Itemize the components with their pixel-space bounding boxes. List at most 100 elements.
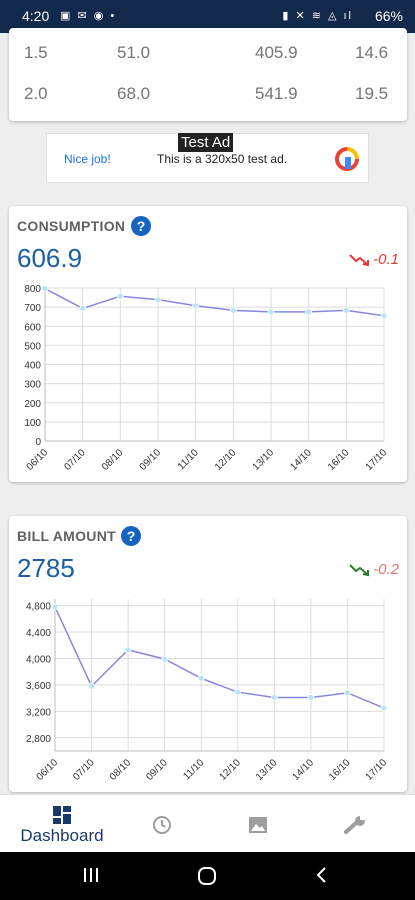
bill-title: BILL AMOUNT — [17, 528, 116, 544]
dashboard-icon — [53, 806, 71, 824]
data-point — [305, 308, 313, 316]
table-row: 1.5 51.0 405.9 14.6 — [9, 43, 407, 67]
ad-logo-icon — [335, 147, 359, 171]
table-cell: 14.6 — [355, 43, 389, 62]
x-tick-label: 06/10 — [35, 757, 61, 783]
data-point — [161, 655, 169, 663]
x-tick-label: 14/10 — [288, 447, 314, 473]
y-tick-label: 4,800 — [26, 602, 51, 613]
bottom-nav: Dashboard — [0, 794, 415, 852]
battery-level: 66% — [374, 8, 403, 24]
y-tick-label: 4,400 — [26, 628, 51, 639]
image-icon — [249, 817, 267, 833]
table-cell: 541.9 — [255, 84, 298, 103]
ad-badge: Test Ad — [178, 133, 234, 152]
data-point — [88, 682, 95, 690]
bill-card: BILL AMOUNT ? 2785 -0.2 2,800 3,200 3,600 4… — [9, 516, 407, 792]
x-tick-label: 16/10 — [327, 757, 353, 783]
data-point — [51, 603, 59, 611]
table-cell: 405.9 — [255, 43, 298, 62]
nav-gallery[interactable] — [236, 795, 280, 853]
bill-value: 2785 — [17, 553, 75, 583]
consumption-trend-value: -0.1 — [373, 251, 399, 268]
trend-down-icon — [349, 254, 370, 267]
y-tick-label: 500 — [24, 341, 41, 352]
consumption-title: CONSUMPTION — [17, 218, 126, 234]
readings-table: 1.5 51.0 405.9 14.6 2.0 68.0 541.9 19.5 — [9, 28, 407, 121]
data-point — [380, 312, 388, 320]
wrench-icon — [344, 816, 366, 834]
nav-settings[interactable] — [333, 795, 377, 853]
data-point — [192, 302, 200, 310]
nav-dashboard[interactable]: Dashboard — [10, 795, 114, 853]
y-tick-label: 600 — [24, 322, 41, 333]
bill-trend: -0.2 — [349, 561, 399, 578]
x-tick-label: 06/10 — [25, 447, 51, 473]
consumption-value: 606.9 — [17, 243, 83, 273]
data-point — [234, 688, 242, 696]
notification-icons: ▣ ✉ ◉ • — [60, 10, 117, 22]
ad-nice-text: Nice job! — [64, 152, 111, 166]
data-point — [116, 292, 124, 300]
y-tick-label: 100 — [24, 418, 41, 429]
series-line — [44, 287, 385, 317]
nav-history[interactable] — [140, 795, 184, 853]
y-tick-label: 300 — [24, 380, 41, 391]
x-tick-label: 11/10 — [181, 757, 206, 782]
data-point — [380, 704, 388, 712]
y-tick-label: 3,200 — [26, 707, 51, 718]
x-tick-label: 17/10 — [364, 757, 390, 783]
system-status-icons: ▮ ✕ ≋ ◬ ıl — [282, 10, 353, 22]
status-bar: 4:20 ▣ ✉ ◉ • ▮ ✕ ≋ ◬ ıl 66% — [0, 0, 415, 33]
y-tick-label: 700 — [24, 303, 41, 314]
x-tick-label: 13/10 — [251, 447, 277, 473]
table-row: 2.0 68.0 541.9 19.5 — [9, 84, 407, 108]
x-tick-label: 11/10 — [176, 447, 201, 472]
y-tick-label: 0 — [35, 437, 41, 448]
table-cell: 68.0 — [117, 84, 151, 103]
data-point — [344, 689, 351, 697]
data-point — [154, 296, 162, 304]
system-nav-bar — [0, 852, 415, 900]
series-line — [54, 606, 385, 709]
x-tick-label: 12/10 — [213, 447, 239, 473]
y-tick-label: 200 — [24, 399, 41, 410]
data-point — [197, 674, 205, 682]
y-tick-label: 2,800 — [26, 734, 51, 745]
nav-dashboard-label: Dashboard — [20, 826, 104, 845]
y-tick-label: 3,600 — [26, 681, 51, 692]
history-icon — [153, 816, 171, 834]
back-icon[interactable] — [314, 866, 330, 884]
x-tick-label: 16/10 — [326, 447, 352, 473]
data-point — [267, 308, 275, 316]
table-cell: 51.0 — [117, 43, 151, 62]
table-cell: 2.0 — [24, 84, 48, 103]
consumption-help-icon[interactable]: ? — [131, 216, 151, 236]
x-tick-label: 09/10 — [144, 757, 170, 783]
x-tick-label: 07/10 — [62, 447, 88, 473]
bill-help-icon[interactable]: ? — [121, 526, 141, 546]
data-point — [307, 694, 315, 701]
y-tick-label: 400 — [24, 361, 41, 372]
x-tick-label: 07/10 — [71, 757, 97, 783]
data-point — [124, 646, 132, 654]
consumption-trend: -0.1 — [349, 251, 399, 268]
data-point — [342, 306, 350, 314]
x-tick-label: 08/10 — [108, 757, 134, 783]
x-tick-label: 09/10 — [138, 447, 164, 473]
x-tick-label: 17/10 — [364, 447, 390, 473]
ad-banner[interactable]: Nice job! This is a 320x50 test ad. Test… — [46, 133, 369, 183]
x-tick-label: 12/10 — [217, 757, 243, 783]
data-point — [270, 694, 278, 701]
bill-chart: 2,800 3,200 3,600 4,000 4,400 4,800 06/10 07/10… — [26, 599, 390, 783]
data-point — [79, 305, 87, 312]
y-tick-label: 4,000 — [26, 654, 51, 665]
data-point — [41, 285, 49, 292]
table-cell: 19.5 — [355, 84, 389, 103]
x-tick-label: 13/10 — [254, 757, 280, 783]
home-icon[interactable] — [197, 866, 217, 886]
data-point — [229, 306, 237, 314]
recent-apps-icon[interactable] — [82, 866, 100, 884]
x-tick-label: 14/10 — [291, 757, 317, 783]
y-tick-label: 800 — [24, 284, 41, 295]
